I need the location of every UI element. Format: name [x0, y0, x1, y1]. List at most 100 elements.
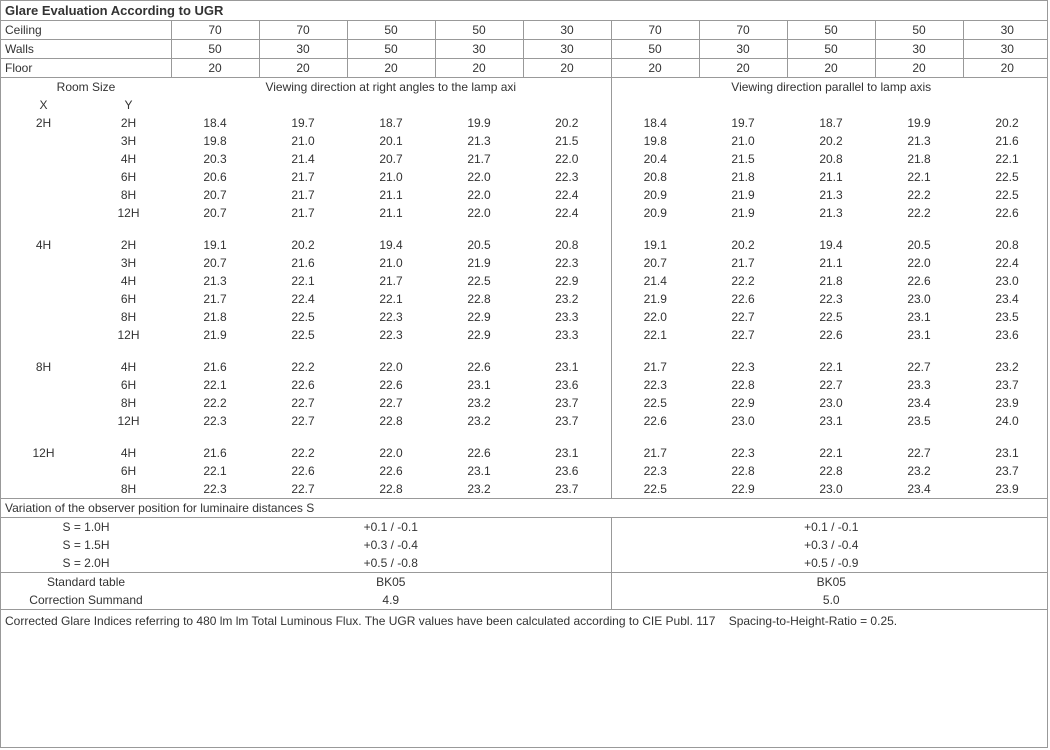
ugr-val-left: 22.2	[259, 358, 347, 376]
ugr-val-right: 22.7	[787, 376, 875, 394]
ugr-val-right: 22.5	[963, 186, 1048, 204]
ugr-val-left: 21.0	[259, 132, 347, 150]
ugr-val-left: 22.9	[435, 326, 523, 344]
header-val: 20	[787, 59, 875, 78]
ugr-val-left: 22.3	[523, 168, 611, 186]
ugr-val-left: 22.8	[435, 290, 523, 308]
ugr-val-left: 22.6	[435, 358, 523, 376]
ugr-val-right: 22.7	[699, 326, 787, 344]
header-label: Walls	[1, 40, 171, 59]
ugr-val-right: 21.9	[611, 290, 699, 308]
correction-left: 4.9	[171, 591, 611, 610]
ugr-table: Ceiling70705050307070505030Walls50305030…	[1, 21, 1048, 632]
ugr-val-right: 23.1	[963, 444, 1048, 462]
ugr-val-left: 20.2	[523, 114, 611, 132]
room-y: 12H	[86, 412, 171, 430]
ugr-val-right: 21.3	[787, 186, 875, 204]
room-y: 4H	[86, 272, 171, 290]
ugr-val-left: 21.6	[259, 254, 347, 272]
ugr-val-left: 22.6	[347, 376, 435, 394]
ugr-val-right: 22.1	[787, 444, 875, 462]
ugr-val-left: 21.6	[171, 444, 259, 462]
ugr-val-left: 22.0	[435, 186, 523, 204]
ugr-val-left: 23.3	[523, 308, 611, 326]
header-val: 30	[523, 40, 611, 59]
ugr-val-left: 22.0	[523, 150, 611, 168]
ugr-val-right: 23.3	[875, 376, 963, 394]
ugr-val-left: 21.7	[259, 186, 347, 204]
footer-note: Corrected Glare Indices referring to 480…	[1, 610, 1048, 633]
ugr-val-left: 21.4	[259, 150, 347, 168]
ugr-val-right: 20.4	[611, 150, 699, 168]
room-x	[1, 186, 86, 204]
variation-left: +0.5 / -0.8	[171, 554, 611, 573]
header-val: 20	[611, 59, 699, 78]
ugr-val-right: 22.6	[611, 412, 699, 430]
ugr-val-right: 23.4	[875, 480, 963, 499]
ugr-val-left: 22.8	[347, 480, 435, 499]
ugr-val-right: 21.9	[699, 186, 787, 204]
ugr-val-left: 21.8	[171, 308, 259, 326]
ugr-val-right: 22.1	[787, 358, 875, 376]
header-val: 70	[699, 21, 787, 40]
ugr-val-right: 21.3	[875, 132, 963, 150]
variation-right: +0.3 / -0.4	[611, 536, 1048, 554]
ugr-val-right: 22.3	[611, 376, 699, 394]
ugr-val-right: 23.2	[963, 358, 1048, 376]
ugr-val-right: 19.9	[875, 114, 963, 132]
variation-right: +0.5 / -0.9	[611, 554, 1048, 573]
correction-right: 5.0	[611, 591, 1048, 610]
ugr-val-right: 22.5	[963, 168, 1048, 186]
ugr-val-right: 20.2	[787, 132, 875, 150]
ugr-val-right: 21.8	[699, 168, 787, 186]
header-val: 20	[435, 59, 523, 78]
variation-right: +0.1 / -0.1	[611, 518, 1048, 537]
header-val: 50	[435, 21, 523, 40]
ugr-val-left: 23.7	[523, 394, 611, 412]
ugr-val-right: 22.2	[699, 272, 787, 290]
header-val: 20	[523, 59, 611, 78]
ugr-val-right: 20.9	[611, 204, 699, 222]
ugr-val-left: 23.6	[523, 376, 611, 394]
ugr-val-left: 20.7	[171, 186, 259, 204]
ugr-val-left: 20.7	[171, 204, 259, 222]
ugr-val-left: 18.7	[347, 114, 435, 132]
header-val: 30	[963, 21, 1048, 40]
ugr-val-left: 22.9	[435, 308, 523, 326]
room-y-label: Y	[86, 96, 171, 114]
ugr-val-right: 20.8	[611, 168, 699, 186]
ugr-val-right: 21.5	[699, 150, 787, 168]
ugr-val-left: 22.5	[259, 326, 347, 344]
room-y: 3H	[86, 132, 171, 150]
ugr-val-left: 22.6	[347, 462, 435, 480]
ugr-val-left: 22.3	[171, 480, 259, 499]
ugr-val-left: 22.7	[347, 394, 435, 412]
ugr-val-right: 23.0	[787, 480, 875, 499]
ugr-val-right: 22.3	[699, 444, 787, 462]
room-x	[1, 376, 86, 394]
ugr-val-left: 21.7	[435, 150, 523, 168]
ugr-val-left: 22.7	[259, 412, 347, 430]
ugr-val-right: 23.7	[963, 462, 1048, 480]
ugr-val-left: 23.3	[523, 326, 611, 344]
ugr-val-right: 22.6	[787, 326, 875, 344]
ugr-val-right: 23.4	[963, 290, 1048, 308]
ugr-val-right: 20.8	[963, 236, 1048, 254]
ugr-val-right: 22.3	[611, 462, 699, 480]
room-x	[1, 272, 86, 290]
ugr-val-left: 19.7	[259, 114, 347, 132]
room-y: 3H	[86, 254, 171, 272]
ugr-val-right: 22.3	[787, 290, 875, 308]
header-val: 30	[259, 40, 347, 59]
ugr-val-left: 21.3	[171, 272, 259, 290]
ugr-val-left: 22.0	[347, 358, 435, 376]
ugr-val-left: 21.5	[523, 132, 611, 150]
ugr-table-container: { "title": "Glare Evaluation According t…	[0, 0, 1048, 748]
ugr-val-left: 21.7	[347, 272, 435, 290]
variation-label: S = 2.0H	[1, 554, 171, 573]
room-x: 4H	[1, 236, 86, 254]
ugr-val-left: 23.2	[523, 290, 611, 308]
ugr-val-right: 22.2	[875, 204, 963, 222]
ugr-val-left: 21.6	[171, 358, 259, 376]
ugr-val-left: 22.0	[347, 444, 435, 462]
